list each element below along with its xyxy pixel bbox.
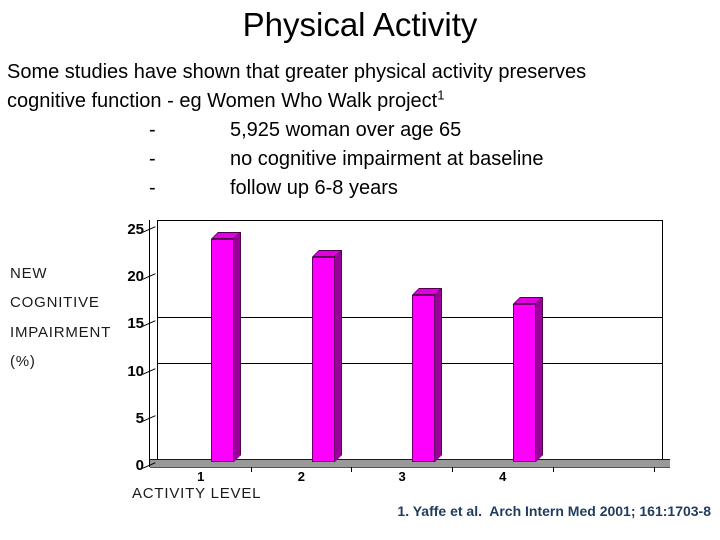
x-tick-mark	[653, 467, 655, 472]
plot-top-border	[157, 220, 663, 221]
bullet-text: 5,925 woman over age 65	[230, 119, 462, 141]
bar	[513, 303, 537, 462]
y-tick-label: 25	[127, 221, 144, 238]
bullet-row: - 5,925 woman over age 65	[7, 116, 713, 145]
superscript-ref: 1	[437, 87, 445, 103]
x-tick-mark	[552, 467, 554, 472]
y-tick-label: 15	[127, 315, 144, 333]
x-axis-title: ACTIVITY LEVEL	[132, 485, 262, 502]
bar	[311, 257, 335, 462]
footer-citation: 1. Yaffe et al. Arch Intern Med 2001; 16…	[397, 503, 711, 519]
page-title: Physical Activity	[242, 6, 478, 43]
category-label: 1	[197, 469, 205, 484]
bar-side	[234, 231, 241, 462]
intro-text: Some studies have shown that greater phy…	[7, 58, 713, 203]
bullet-dash: -	[149, 119, 156, 141]
category-label: 4	[499, 469, 507, 484]
bullet-text: no cognitive impairment at baseline	[230, 148, 544, 170]
category-label: 3	[398, 469, 406, 484]
y-axis-title: NEW COGNITIVE IMPAIRMENT (%)	[10, 265, 112, 370]
chart-floor	[150, 459, 670, 468]
bar-side	[536, 296, 544, 462]
y-axis-line-front	[149, 220, 150, 467]
bullet-row: - follow up 6-8 years	[7, 174, 713, 203]
y-axis-line-back	[157, 220, 158, 459]
bar	[211, 238, 234, 462]
bullet-row: - no cognitive impairment at baseline	[7, 145, 713, 174]
x-tick-mark	[452, 467, 454, 472]
x-tick-mark	[250, 467, 252, 472]
y-tick-label: 20	[127, 268, 144, 286]
bullet-dash: -	[149, 148, 156, 170]
category-label: 2	[297, 469, 305, 484]
gridline	[157, 316, 663, 318]
intro-line-1: Some studies have shown that greater phy…	[7, 61, 587, 83]
y-tick-label: 5	[135, 409, 144, 427]
y-tick-label: 10	[127, 362, 144, 380]
plot-right-border	[662, 220, 663, 459]
x-tick-mark	[351, 467, 353, 472]
bar	[412, 294, 436, 462]
gridline	[157, 363, 663, 364]
bullet-text: follow up 6-8 years	[230, 177, 398, 199]
bar-side	[435, 287, 443, 462]
y-tick-label: 0	[135, 457, 144, 474]
bullet-dash: -	[149, 177, 156, 199]
bar-side	[334, 250, 342, 462]
intro-line-2: cognitive function - eg Women Who Walk p…	[7, 87, 445, 112]
